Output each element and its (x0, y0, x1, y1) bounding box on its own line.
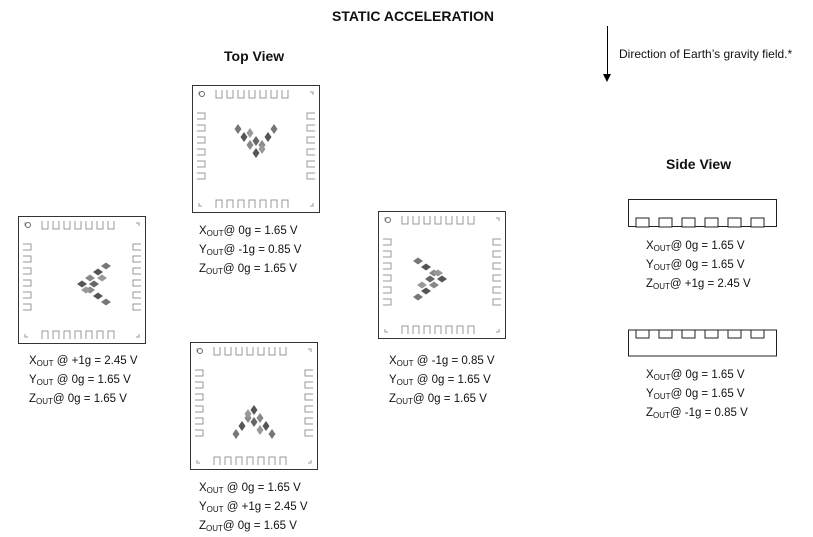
axis-subscript: OUT (36, 378, 54, 387)
top-view-heading: Top View (224, 48, 285, 64)
readout-value: @ 0g = 1.65 V (670, 240, 745, 252)
readout-line: ZOUT@ 0g = 1.65 V (389, 391, 495, 410)
axis-subscript: OUT (36, 359, 54, 368)
readout-line: YOUT@ -1g = 0.85 V (199, 242, 301, 261)
chip-logo (77, 262, 111, 306)
axis-letter: Y (29, 374, 37, 386)
readout-line: YOUT @ +1g = 2.45 V (199, 499, 308, 518)
axis-letter: Z (646, 278, 654, 290)
readout-value: @ -1g = 0.85 V (669, 407, 748, 419)
gravity-direction-note: Direction of Earth’s gravity field.* (619, 47, 793, 61)
readout-right: XOUT @ -1g = 0.85 V YOUT @ 0g = 1.65 V ZOU… (389, 353, 495, 410)
chip-logo (232, 405, 276, 439)
readout-line: ZOUT@ +1g = 2.45 V (646, 276, 751, 295)
axis-subscript: OUT (206, 524, 223, 533)
readout-line: ZOUT@ 0g = 1.65 V (199, 518, 308, 537)
chip-top (192, 85, 320, 213)
axis-letter: X (389, 355, 397, 367)
axis-subscript: OUT (396, 378, 414, 387)
axis-letter: Z (29, 393, 37, 405)
chip-left (18, 216, 146, 344)
axis-subscript: OUT (206, 248, 224, 257)
axis-letter: Z (646, 407, 654, 419)
readout-line: ZOUT@ 0g = 1.65 V (29, 391, 138, 410)
chip-right (378, 211, 506, 339)
axis-letter: Y (646, 388, 654, 400)
chip-logo (234, 124, 278, 158)
axis-subscript: OUT (206, 229, 224, 238)
axis-subscript: OUT (653, 282, 670, 291)
readout-line: YOUT @ 0g = 1.65 V (29, 372, 138, 391)
readout-value: @ 0g = 1.65 V (223, 482, 301, 494)
readout-value: @ 0g = 1.65 V (53, 374, 131, 386)
axis-letter: Z (199, 263, 207, 275)
axis-letter: X (646, 240, 654, 252)
readout-value: @ 0g = 1.65 V (223, 225, 298, 237)
axis-letter: X (199, 225, 207, 237)
readout-line: ZOUT@ -1g = 0.85 V (646, 405, 748, 424)
readout-side-up: XOUT@ 0g = 1.65 V YOUT@ 0g = 1.65 V ZOUT@ … (646, 238, 751, 295)
readout-side-down: XOUT@ 0g = 1.65 V YOUT@ 0g = 1.65 V ZOUT@ … (646, 367, 748, 424)
side-view-heading: Side View (666, 156, 732, 172)
side-chip-down (628, 329, 777, 357)
axis-subscript: OUT (206, 505, 224, 514)
readout-value: @ 0g = 1.65 V (222, 520, 297, 532)
readout-value: @ 0g = 1.65 V (670, 259, 745, 271)
axis-subscript: OUT (653, 411, 670, 420)
axis-subscript: OUT (36, 397, 53, 406)
axis-subscript: OUT (396, 359, 414, 368)
axis-letter: Y (199, 501, 207, 513)
axis-letter: Z (199, 520, 207, 532)
readout-value: @ 0g = 1.65 V (413, 374, 491, 386)
readout-value: @ 0g = 1.65 V (670, 369, 745, 381)
readout-value: @ +1g = 2.45 V (53, 355, 138, 367)
readout-value: @ 0g = 1.65 V (670, 388, 745, 400)
readout-value: @ -1g = 0.85 V (413, 355, 495, 367)
side-chip-up (628, 199, 777, 229)
readout-line: XOUT @ 0g = 1.65 V (199, 480, 308, 499)
axis-subscript: OUT (206, 267, 223, 276)
axis-letter: Z (389, 393, 397, 405)
axis-letter: Y (646, 259, 654, 271)
readout-bottom: XOUT @ 0g = 1.65 V YOUT @ +1g = 2.45 V ZOU… (199, 480, 308, 537)
readout-line: YOUT@ 0g = 1.65 V (646, 257, 751, 276)
readout-value: @ +1g = 2.45 V (223, 501, 308, 513)
readout-value: @ 0g = 1.65 V (412, 393, 487, 405)
axis-letter: Y (199, 244, 207, 256)
readout-value: @ 0g = 1.65 V (52, 393, 127, 405)
readout-line: ZOUT@ 0g = 1.65 V (199, 261, 301, 280)
axis-letter: X (199, 482, 207, 494)
readout-line: XOUT@ 0g = 1.65 V (646, 367, 748, 386)
readout-value: @ 0g = 1.65 V (222, 263, 297, 275)
readout-line: XOUT @ +1g = 2.45 V (29, 353, 138, 372)
axis-subscript: OUT (653, 263, 671, 272)
axis-letter: X (646, 369, 654, 381)
chip-logo (413, 257, 447, 301)
readout-line: YOUT @ 0g = 1.65 V (389, 372, 495, 391)
gravity-arrow-head (603, 74, 611, 82)
readout-left: XOUT @ +1g = 2.45 V YOUT @ 0g = 1.65 V ZOU… (29, 353, 138, 410)
readout-line: XOUT@ 0g = 1.65 V (646, 238, 751, 257)
readout-value: @ -1g = 0.85 V (223, 244, 302, 256)
readout-top: XOUT@ 0g = 1.65 V YOUT@ -1g = 0.85 V ZOUT@… (199, 223, 301, 280)
readout-value: @ +1g = 2.45 V (669, 278, 751, 290)
axis-subscript: OUT (653, 373, 671, 382)
axis-subscript: OUT (396, 397, 413, 406)
axis-subscript: OUT (653, 392, 671, 401)
readout-line: YOUT@ 0g = 1.65 V (646, 386, 748, 405)
chip-bottom (190, 342, 318, 470)
readout-line: XOUT@ 0g = 1.65 V (199, 223, 301, 242)
diagram-title: STATIC ACCELERATION (331, 8, 495, 24)
gravity-arrow-shaft (607, 26, 608, 74)
axis-subscript: OUT (653, 244, 671, 253)
axis-letter: X (29, 355, 37, 367)
axis-subscript: OUT (206, 486, 224, 495)
readout-line: XOUT @ -1g = 0.85 V (389, 353, 495, 372)
axis-letter: Y (389, 374, 397, 386)
